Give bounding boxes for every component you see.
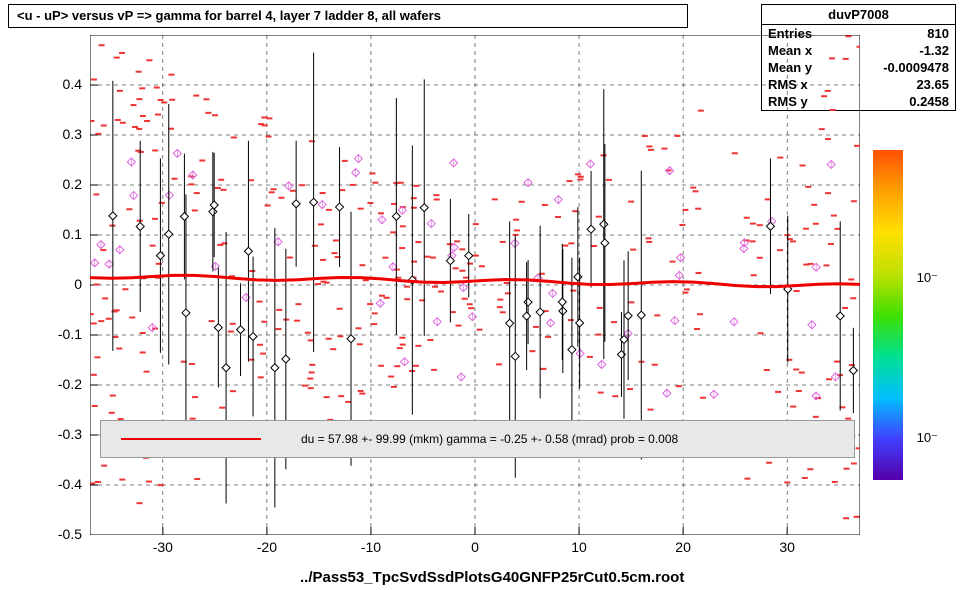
x-tick-label: 10 [559, 539, 599, 555]
y-tick-label: 0.1 [32, 226, 82, 242]
plot-title: <u - uP> versus vP => gamma for barrel 4… [8, 4, 688, 28]
y-tick-label: -0.3 [32, 426, 82, 442]
y-tick-label: -0.5 [32, 526, 82, 542]
legend-line-icon [121, 438, 261, 440]
legend-text: du = 57.98 +- 99.99 (mkm) gamma = -0.25 … [301, 432, 678, 446]
y-tick-label: -0.1 [32, 326, 82, 342]
x-tick-label: -30 [143, 539, 183, 555]
stats-value: 23.65 [916, 77, 949, 92]
scatter-plot [90, 35, 860, 535]
colorbar-tick: 10⁻ [917, 430, 938, 446]
y-tick-label: 0.4 [32, 76, 82, 92]
x-tick-label: 0 [455, 539, 495, 555]
y-tick-label: -0.4 [32, 476, 82, 492]
x-tick-label: 30 [767, 539, 807, 555]
y-tick-label: 0.3 [32, 126, 82, 142]
x-tick-label: -10 [351, 539, 391, 555]
x-axis-title: ../Pass53_TpcSvdSsdPlotsG40GNFP25rCut0.5… [300, 569, 684, 586]
stats-value: 0.2458 [909, 94, 949, 109]
x-tick-label: -20 [247, 539, 287, 555]
stats-value: -1.32 [919, 43, 949, 58]
y-tick-label: 0.2 [32, 176, 82, 192]
stats-value: -0.0009478 [883, 60, 949, 75]
y-tick-label: 0 [32, 276, 82, 292]
x-tick-label: 20 [663, 539, 703, 555]
colorbar-gradient [873, 150, 903, 480]
fit-legend: du = 57.98 +- 99.99 (mkm) gamma = -0.25 … [100, 420, 855, 458]
colorbar: 10⁻ 10⁻ [873, 150, 903, 480]
colorbar-tick: 10⁻ [917, 270, 938, 286]
stats-name: duvP7008 [762, 5, 955, 25]
y-tick-label: -0.2 [32, 376, 82, 392]
stats-value: 810 [927, 26, 949, 41]
